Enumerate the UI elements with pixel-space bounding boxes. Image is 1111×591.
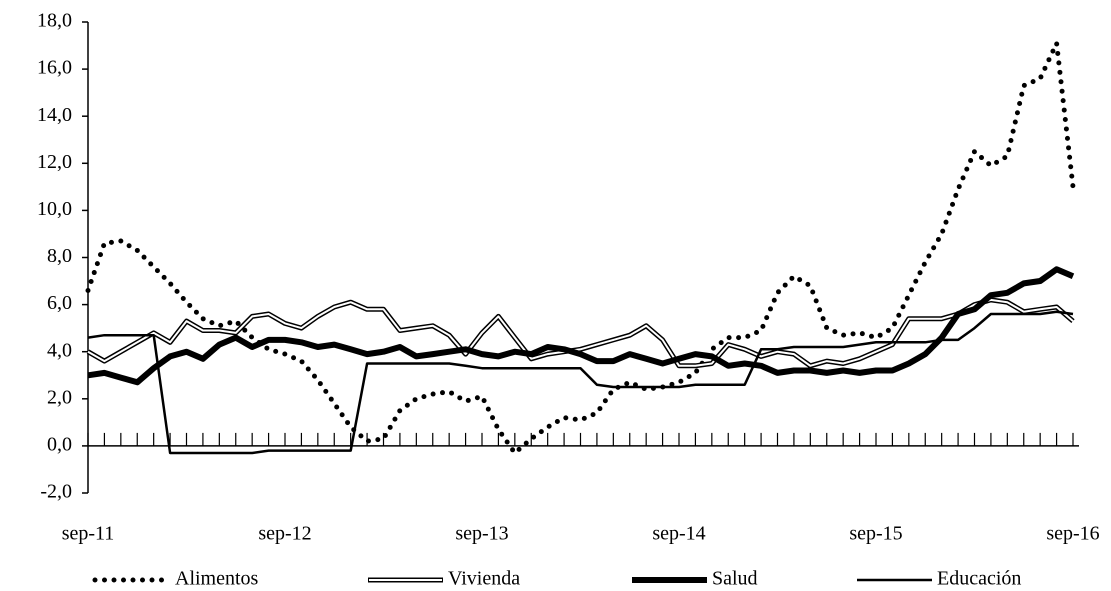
series-line bbox=[87, 310, 1074, 455]
y-tick-label: 2,0 bbox=[47, 386, 72, 408]
legend-label: Vivienda bbox=[448, 568, 520, 590]
legend-label: Alimentos bbox=[175, 568, 259, 590]
y-tick-label: 4,0 bbox=[47, 339, 72, 361]
y-tick-label: 8,0 bbox=[47, 245, 72, 267]
x-tick-label: sep-12 bbox=[258, 523, 311, 545]
x-tick-label: sep-15 bbox=[849, 523, 902, 545]
x-tick-label: sep-16 bbox=[1046, 523, 1099, 545]
y-tick-label: 14,0 bbox=[37, 104, 72, 126]
y-tick-label: 18,0 bbox=[37, 10, 72, 32]
x-tick-label: sep-14 bbox=[652, 523, 705, 545]
y-tick-label: 12,0 bbox=[37, 151, 72, 173]
x-tick-label: sep-11 bbox=[62, 523, 115, 545]
series-line bbox=[85, 40, 1076, 456]
series-line-inner bbox=[87, 298, 1074, 367]
y-tick-label: 10,0 bbox=[37, 198, 72, 220]
y-tick-label: -2,0 bbox=[40, 481, 72, 503]
x-tick-label: sep-13 bbox=[455, 523, 508, 545]
y-tick-label: 16,0 bbox=[37, 57, 72, 79]
y-tick-label: 0,0 bbox=[47, 433, 72, 455]
y-tick-label: 6,0 bbox=[47, 292, 72, 314]
legend-label: Educación bbox=[937, 568, 1021, 590]
series-line bbox=[87, 266, 1075, 386]
legend-label: Salud bbox=[712, 568, 758, 590]
